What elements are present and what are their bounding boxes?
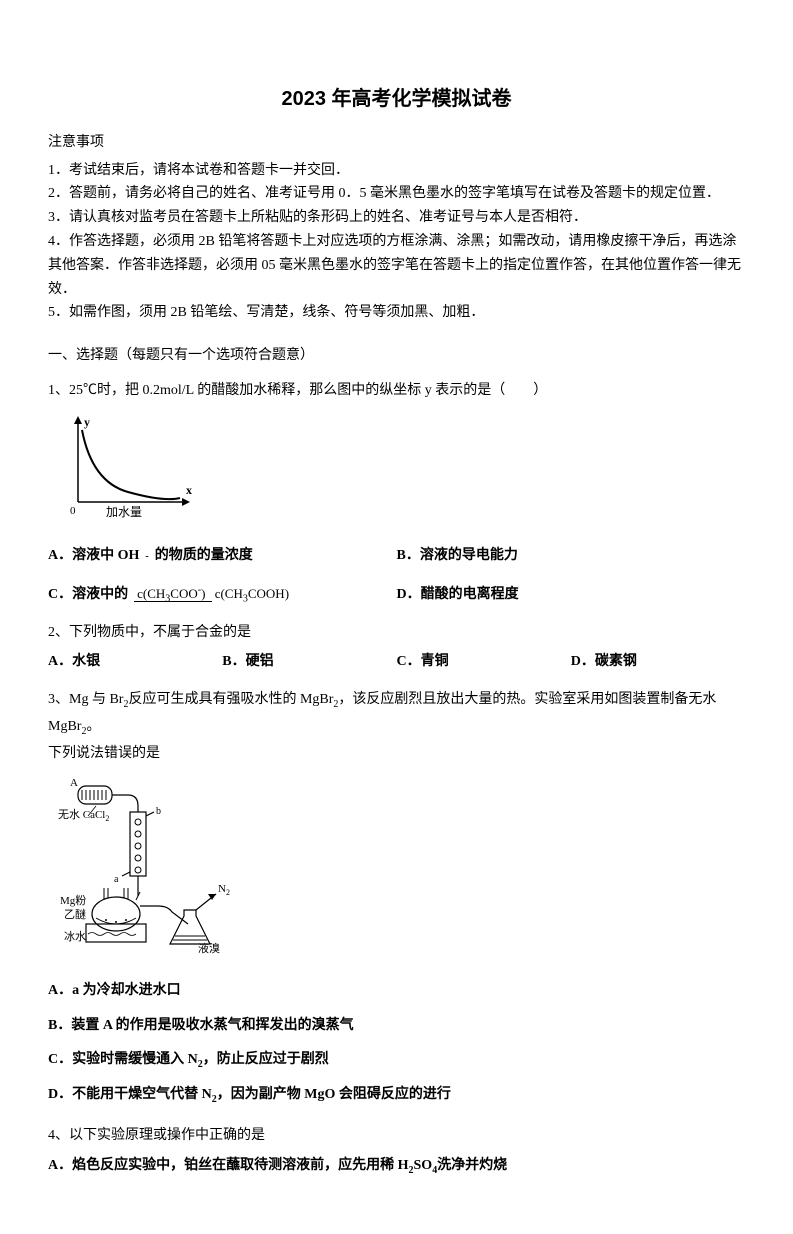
q1-graph-x-text: 加水量 xyxy=(106,505,142,519)
q2-option-b: B．硬铝 xyxy=(222,647,396,678)
question-2: 2、下列物质中，不属于合金的是 A．水银 B．硬铝 C．青铜 D．碳素钢 xyxy=(48,620,745,677)
notice-item-2: 2．答题前，请务必将自己的姓名、准考证号用 0．5 毫米黑色墨水的签字笔填写在试… xyxy=(48,182,745,206)
svg-text:无水 CaCl2: 无水 CaCl2 xyxy=(58,808,109,823)
svg-text:Mg粉: Mg粉 xyxy=(60,894,86,907)
q2-stem: 2、下列物质中，不属于合金的是 xyxy=(48,620,745,647)
q1-graph: y x 0 加水量 xyxy=(58,412,745,533)
notice-heading: 注意事项 xyxy=(48,130,745,157)
svg-text:0: 0 xyxy=(70,505,76,517)
q4-option-a: A．焰色反应实验中，铂丝在蘸取待测溶液前，应先用稀 H2SO4洗净并灼烧 xyxy=(48,1149,745,1184)
q3-stem-line1: 3、Mg 与 Br2反应可生成具有强吸水性的 MgBr2，该反应剧烈且放出大量的… xyxy=(48,687,745,741)
question-1: 1、25℃时，把 0.2mol/L 的醋酸加水稀释，那么图中的纵坐标 y 表示的… xyxy=(48,378,745,610)
notice-item-5: 5．如需作图，须用 2B 铅笔绘、写清楚，线条、符号等须加黑、加粗． xyxy=(48,301,745,325)
q1-graph-y-label: y xyxy=(84,415,90,429)
q1-option-a: A．溶液中 OH-的物质的量浓度 xyxy=(48,541,397,572)
svg-text:b: b xyxy=(156,806,161,817)
svg-text:N2: N2 xyxy=(218,883,230,897)
q3-option-c: C．实验时需缓慢通入 N2，防止反应过于剧烈 xyxy=(48,1043,745,1078)
svg-text:A: A xyxy=(70,777,78,789)
notice-item-4: 4．作答选择题，必须用 2B 铅笔将答题卡上对应选项的方框涂满、涂黑；如需改动，… xyxy=(48,230,745,301)
notice-section: 注意事项 1．考试结束后，请将本试卷和答题卡一并交回． 2．答题前，请务必将自己… xyxy=(48,130,745,325)
question-4: 4、以下实验原理或操作中正确的是 A．焰色反应实验中，铂丝在蘸取待测溶液前，应先… xyxy=(48,1123,745,1184)
question-3: 3、Mg 与 Br2反应可生成具有强吸水性的 MgBr2，该反应剧烈且放出大量的… xyxy=(48,687,745,1113)
q3-apparatus: A 无水 CaCl2 b a xyxy=(58,776,745,967)
q3-option-b: B．装置 A 的作用是吸收水蒸气和挥发出的溴蒸气 xyxy=(48,1009,745,1044)
q1-graph-x-label: x xyxy=(186,483,192,497)
q1-stem: 1、25℃时，把 0.2mol/L 的醋酸加水稀释，那么图中的纵坐标 y 表示的… xyxy=(48,378,745,405)
svg-text:a: a xyxy=(114,874,119,885)
q3-option-a: A．a 为冷却水进水口 xyxy=(48,974,745,1009)
q2-option-d: D．碳素钢 xyxy=(571,647,745,678)
q2-option-a: A．水银 xyxy=(48,647,222,678)
q3-option-d: D．不能用干燥空气代替 N2，因为副产物 MgO 会阻碍反应的进行 xyxy=(48,1078,745,1113)
notice-item-1: 1．考试结束后，请将本试卷和答题卡一并交回． xyxy=(48,159,745,183)
q1-option-c: C．溶液中的 c(CH3COO-) c(CH3COOH) xyxy=(48,580,397,611)
q3-stem-line2: 下列说法错误的是 xyxy=(48,741,745,768)
svg-text:冰水: 冰水 xyxy=(64,930,86,943)
svg-text:液溴: 液溴 xyxy=(198,941,220,955)
svg-text:乙醚: 乙醚 xyxy=(64,907,86,921)
q4-stem: 4、以下实验原理或操作中正确的是 xyxy=(48,1123,745,1150)
notice-item-3: 3．请认真核对监考员在答题卡上所粘贴的条形码上的姓名、准考证号与本人是否相符． xyxy=(48,206,745,230)
q1-option-b: B．溶液的导电能力 xyxy=(397,541,746,572)
exam-title: 2023 年高考化学模拟试卷 xyxy=(48,80,745,118)
q1-option-d: D．醋酸的电离程度 xyxy=(397,580,746,611)
section-1-heading: 一、选择题（每题只有一个选项符合题意） xyxy=(48,343,745,370)
q2-option-c: C．青铜 xyxy=(397,647,571,678)
